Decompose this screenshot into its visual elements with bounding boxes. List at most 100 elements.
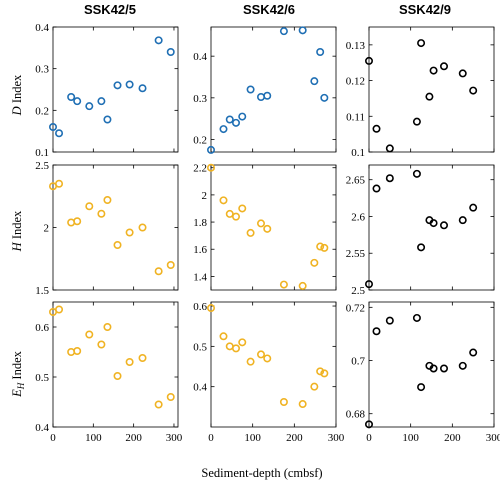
panel-frame — [210, 164, 337, 291]
data-point — [154, 400, 163, 409]
y-tick-label: 2.55 — [346, 248, 366, 260]
data-point — [320, 369, 329, 378]
y-tick-label: 0.2 — [35, 105, 49, 117]
data-point — [279, 27, 288, 36]
data-point — [85, 202, 94, 211]
column-title-2: SSK42/6 — [243, 2, 295, 17]
data-point — [310, 258, 319, 267]
data-point — [263, 224, 272, 233]
data-point — [97, 97, 106, 106]
x-tick-label: 100 — [244, 432, 261, 444]
data-point — [458, 69, 467, 78]
data-point — [55, 179, 64, 188]
data-point — [316, 242, 325, 251]
data-point — [417, 383, 426, 392]
data-point — [372, 184, 381, 193]
data-point — [85, 102, 94, 111]
data-point — [103, 322, 112, 331]
data-point — [412, 169, 421, 178]
panel-frame — [210, 301, 337, 428]
data-point — [113, 241, 122, 250]
data-point — [219, 332, 228, 341]
data-point — [246, 357, 255, 366]
row-label-h-index: H Index — [10, 210, 24, 252]
data-point — [364, 56, 373, 65]
panels: 0.1 0.2 0.3 0.4 0.2 0.3 0.4 0.1 0.11 0.12 0.13 1.5 2… — [35, 22, 500, 444]
data-point — [166, 47, 175, 56]
y-tick-label: 0.5 — [35, 372, 49, 384]
x-tick-label: 300 — [166, 432, 183, 444]
data-point — [138, 223, 147, 232]
x-tick-label: 0 — [50, 432, 56, 444]
data-point — [458, 216, 467, 225]
x-tick-label: 300 — [486, 432, 500, 444]
panel-r1-c1: 0.1 0.2 0.3 0.4 — [35, 22, 179, 159]
data-point — [113, 371, 122, 380]
y-tick-label: 0.6 — [193, 301, 207, 313]
data-point — [166, 260, 175, 269]
data-point — [469, 86, 478, 95]
panel-frame — [52, 26, 179, 153]
data-point — [279, 280, 288, 289]
data-point — [225, 209, 234, 218]
data-point — [232, 118, 241, 127]
data-point — [246, 85, 255, 94]
data-point — [316, 47, 325, 56]
panel-frame — [368, 164, 495, 291]
y-tick-label: 0.6 — [35, 322, 49, 334]
panel-r3-c2: 0.4 0.5 0.6 0 100 200 300 — [193, 301, 345, 444]
panel-frame — [52, 301, 179, 428]
data-point — [429, 219, 438, 228]
y-tick-label: 1.5 — [35, 285, 49, 297]
data-point — [429, 364, 438, 373]
x-tick-label: 0 — [208, 432, 214, 444]
data-point — [385, 174, 394, 183]
y-tick-label: 0.5 — [193, 341, 207, 353]
y-tick-label: 1.6 — [193, 244, 207, 256]
y-tick-label: 0.4 — [193, 51, 207, 63]
data-point — [425, 92, 434, 101]
x-tick-label: 200 — [286, 432, 303, 444]
y-tick-label: 2.5 — [351, 285, 365, 297]
data-point — [256, 93, 265, 102]
y-tick-label: 2 — [44, 223, 50, 235]
column-title-3: SSK42/9 — [399, 2, 451, 17]
data-point — [439, 62, 448, 71]
data-point — [298, 26, 307, 35]
data-point — [97, 209, 106, 218]
data-point — [232, 344, 241, 353]
data-point — [73, 97, 82, 106]
y-tick-label: 1.8 — [193, 217, 207, 229]
data-point — [232, 212, 241, 221]
data-point — [125, 228, 134, 237]
data-point — [469, 203, 478, 212]
data-point — [207, 163, 216, 172]
panel-frame — [368, 301, 495, 428]
data-point — [246, 228, 255, 237]
y-tick-label: 0.3 — [35, 64, 49, 76]
data-point — [85, 330, 94, 339]
data-point — [48, 123, 57, 132]
data-point — [385, 316, 394, 325]
data-point — [263, 354, 272, 363]
data-point — [256, 219, 265, 228]
data-point — [439, 364, 448, 373]
x-axis-label: Sediment-depth (cmbsf) — [201, 466, 322, 480]
data-point — [138, 84, 147, 93]
data-point — [429, 66, 438, 75]
x-tick-label: 300 — [328, 432, 345, 444]
y-tick-label: 0.1 — [35, 147, 49, 159]
data-point — [279, 397, 288, 406]
panel-r1-c2: 0.2 0.3 0.4 — [193, 26, 337, 154]
data-point — [154, 36, 163, 45]
data-point — [310, 77, 319, 86]
data-point — [225, 115, 234, 124]
row-label-eh-index: EH Index — [10, 350, 26, 397]
y-tick-label: 0.7 — [351, 356, 365, 368]
y-tick-label: 0.11 — [346, 111, 365, 123]
data-point — [103, 115, 112, 124]
panel-frame — [210, 26, 337, 153]
data-point — [154, 267, 163, 276]
y-tick-label: 0.3 — [193, 93, 207, 105]
